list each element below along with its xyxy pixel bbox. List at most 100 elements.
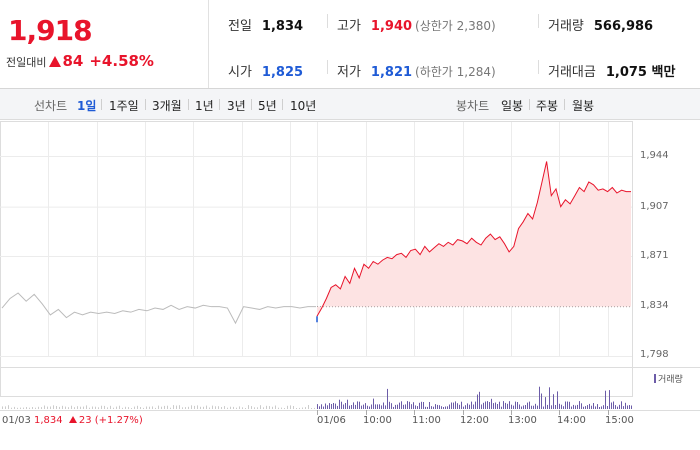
- volume-bar: [611, 402, 612, 409]
- period-1d-tab[interactable]: 1일: [77, 99, 97, 113]
- volume-bar: [549, 387, 550, 409]
- prev-volume-bar: [149, 406, 150, 409]
- volume-bar: [489, 402, 490, 409]
- volume-bar: [379, 404, 380, 409]
- price-summary: 1,918 전일대비 84 +4.58% 전일 1,834 시가 1,825 고가 1,9…: [0, 0, 700, 89]
- prev-volume-bar: [104, 405, 105, 409]
- prev-volume-bar: [236, 407, 237, 409]
- prev-volume-bar: [26, 407, 27, 409]
- volume-bar: [623, 406, 624, 409]
- prev-volume-bar: [197, 405, 198, 409]
- prev-volume-bar: [158, 405, 159, 409]
- period-1w-tab[interactable]: 1주일: [109, 99, 139, 113]
- period-3y-tab[interactable]: 3년: [227, 99, 246, 113]
- period-10y-tab[interactable]: 10년: [290, 99, 317, 113]
- volume-bar: [613, 401, 614, 409]
- candle-weekly-tab[interactable]: 주봉: [536, 99, 559, 113]
- x-tick-label: 11:00: [412, 415, 441, 426]
- price-chart[interactable]: 1,944 1,907 1,871 1,834 1,798 거래량 01/03 …: [0, 120, 700, 450]
- volume-bar: [493, 403, 494, 409]
- prev-volume-bar: [308, 405, 309, 409]
- volume-bar: [603, 405, 604, 409]
- volume-bar: [389, 401, 390, 409]
- prev-volume-bar: [287, 405, 288, 409]
- prev-volume-bar: [305, 407, 306, 409]
- stat-value: 566,986: [593, 19, 654, 34]
- volume-bar: [347, 399, 348, 409]
- volume-bar: [331, 404, 332, 409]
- volume-bar: [525, 405, 526, 409]
- change-percent: +4.58%: [89, 52, 154, 70]
- volume-bar: [357, 401, 358, 409]
- y-tick-label: 1,907: [640, 201, 669, 212]
- volume-bar: [375, 404, 376, 409]
- volume-bar: [555, 405, 556, 409]
- prev-volume-bar: [107, 407, 108, 409]
- volume-bar: [459, 404, 460, 409]
- volume-bar: [485, 401, 486, 409]
- prev-volume-bar: [251, 406, 252, 409]
- prev-volume-bar: [245, 408, 246, 409]
- volume-bar: [395, 404, 396, 409]
- period-5y-tab[interactable]: 5년: [258, 99, 277, 113]
- volume-bar: [403, 404, 404, 409]
- volume-bar: [365, 403, 366, 409]
- volume-bar: [543, 406, 544, 409]
- volume-bar: [415, 405, 416, 409]
- prev-volume-bar: [71, 405, 72, 409]
- prev-volume-bar: [170, 407, 171, 409]
- volume-bar: [607, 406, 608, 409]
- volume-bar: [353, 402, 354, 409]
- period-3m-tab[interactable]: 3개월: [152, 99, 182, 113]
- prev-volume-bar: [92, 406, 93, 409]
- candle-monthly-tab[interactable]: 월봉: [572, 99, 595, 113]
- volume-bar: [451, 402, 452, 409]
- volume-bar: [437, 404, 438, 409]
- stat-value: 1,940: [370, 19, 413, 34]
- volume-bar: [399, 402, 400, 409]
- volume-bar: [319, 406, 320, 409]
- prev-volume-bar: [11, 407, 12, 409]
- volume-bar: [429, 402, 430, 409]
- volume-bar: [425, 406, 426, 409]
- prev-volume-bar: [257, 407, 258, 409]
- volume-bar: [563, 406, 564, 409]
- stat-low: 저가 1,821 (하한가 1,284): [337, 61, 496, 80]
- prev-volume-bar: [221, 407, 222, 409]
- prev-volume-bar: [41, 407, 42, 409]
- volume-bar: [441, 406, 442, 409]
- volume-bar: [341, 401, 342, 409]
- volume-bar: [517, 402, 518, 409]
- volume-bar: [325, 403, 326, 409]
- price-area-fill: [317, 161, 631, 317]
- prev-volume-bar: [242, 407, 243, 409]
- volume-bar: [371, 404, 372, 409]
- prev-volume-bar: [5, 406, 6, 409]
- prev-volume-bar: [110, 405, 111, 409]
- volume-bar: [363, 404, 364, 409]
- volume-bar: [583, 406, 584, 409]
- stat-volume: 거래량 566,986: [548, 15, 653, 34]
- prev-day-info: 01/03 1,834 23 (+1.27%): [2, 415, 143, 426]
- prev-volume-bar: [302, 407, 303, 409]
- prev-volume-bar: [35, 407, 36, 409]
- stat-value: 1,834: [261, 19, 304, 34]
- stat-label: 시가: [228, 65, 252, 80]
- prev-volume-bar: [74, 407, 75, 409]
- candle-daily-tab[interactable]: 일봉: [501, 99, 524, 113]
- x-tick-label: 13:00: [508, 415, 537, 426]
- period-1y-tab[interactable]: 1년: [195, 99, 214, 113]
- volume-bar: [539, 386, 540, 409]
- volume-bar: [321, 404, 322, 409]
- volume-bar: [551, 405, 552, 409]
- volume-bar: [359, 401, 360, 409]
- volume-bar: [577, 404, 578, 409]
- prev-volume-bar: [89, 407, 90, 409]
- price-chart-svg: [0, 121, 700, 415]
- volume-bar: [585, 406, 586, 409]
- prev-volume-bar: [218, 406, 219, 409]
- prev-volume-bar: [155, 407, 156, 409]
- volume-bar: [597, 404, 598, 409]
- volume-bar: [473, 404, 474, 409]
